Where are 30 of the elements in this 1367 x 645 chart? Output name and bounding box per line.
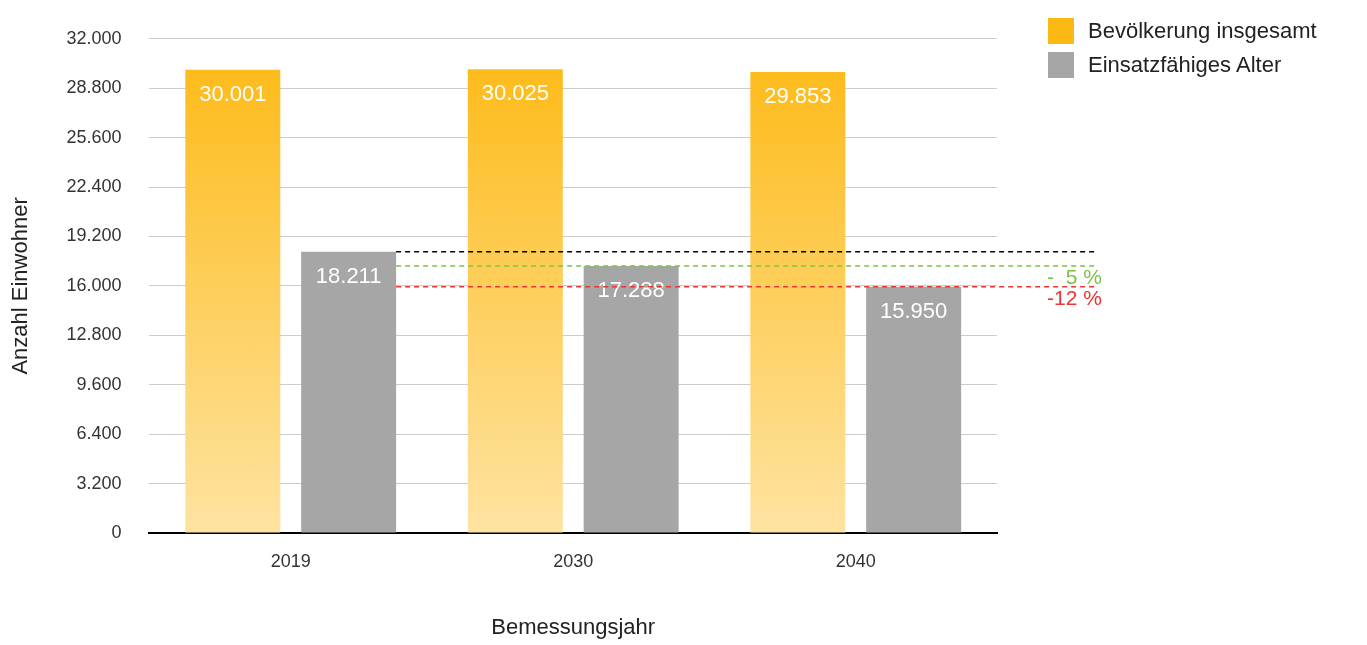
y-tick-label: 9.600 [76,373,122,394]
bar [750,71,846,533]
bar [866,286,962,533]
bar [467,69,563,533]
y-tick-label: 0 [111,521,122,542]
data-label: 30.025 [481,80,549,106]
x-axis-title: Bemessungsjahr [491,613,656,639]
y-tick-label: 32.000 [66,27,122,48]
data-label: 18.211 [315,262,382,288]
y-tick-label: 19.200 [66,225,122,246]
data-label: 15.950 [880,297,948,323]
legend-label: Bevölkerung insgesamt [1088,18,1317,44]
data-label: 29.853 [764,83,832,109]
data-label: 30.001 [199,80,267,106]
y-axis-title: Anzahl Einwohner [7,197,33,375]
x-tick-label: 2030 [553,550,594,571]
y-tick-label: 25.600 [66,126,122,147]
y-tick-label: 22.400 [66,176,122,197]
x-tick-label: 2019 [270,550,311,571]
bar [301,251,397,533]
x-tick-label: 2040 [835,550,876,571]
y-tick-label: 28.800 [66,77,122,98]
y-tick-label: 16.000 [66,274,122,295]
y-tick-label: 3.200 [76,472,122,493]
y-tick-label: 6.400 [76,423,122,444]
bar [583,266,679,533]
y-tick-label: 12.800 [66,324,122,345]
data-label: 17.288 [597,277,665,303]
legend-label: Einsatzfähiges Alter [1088,52,1282,78]
bar [185,69,281,533]
